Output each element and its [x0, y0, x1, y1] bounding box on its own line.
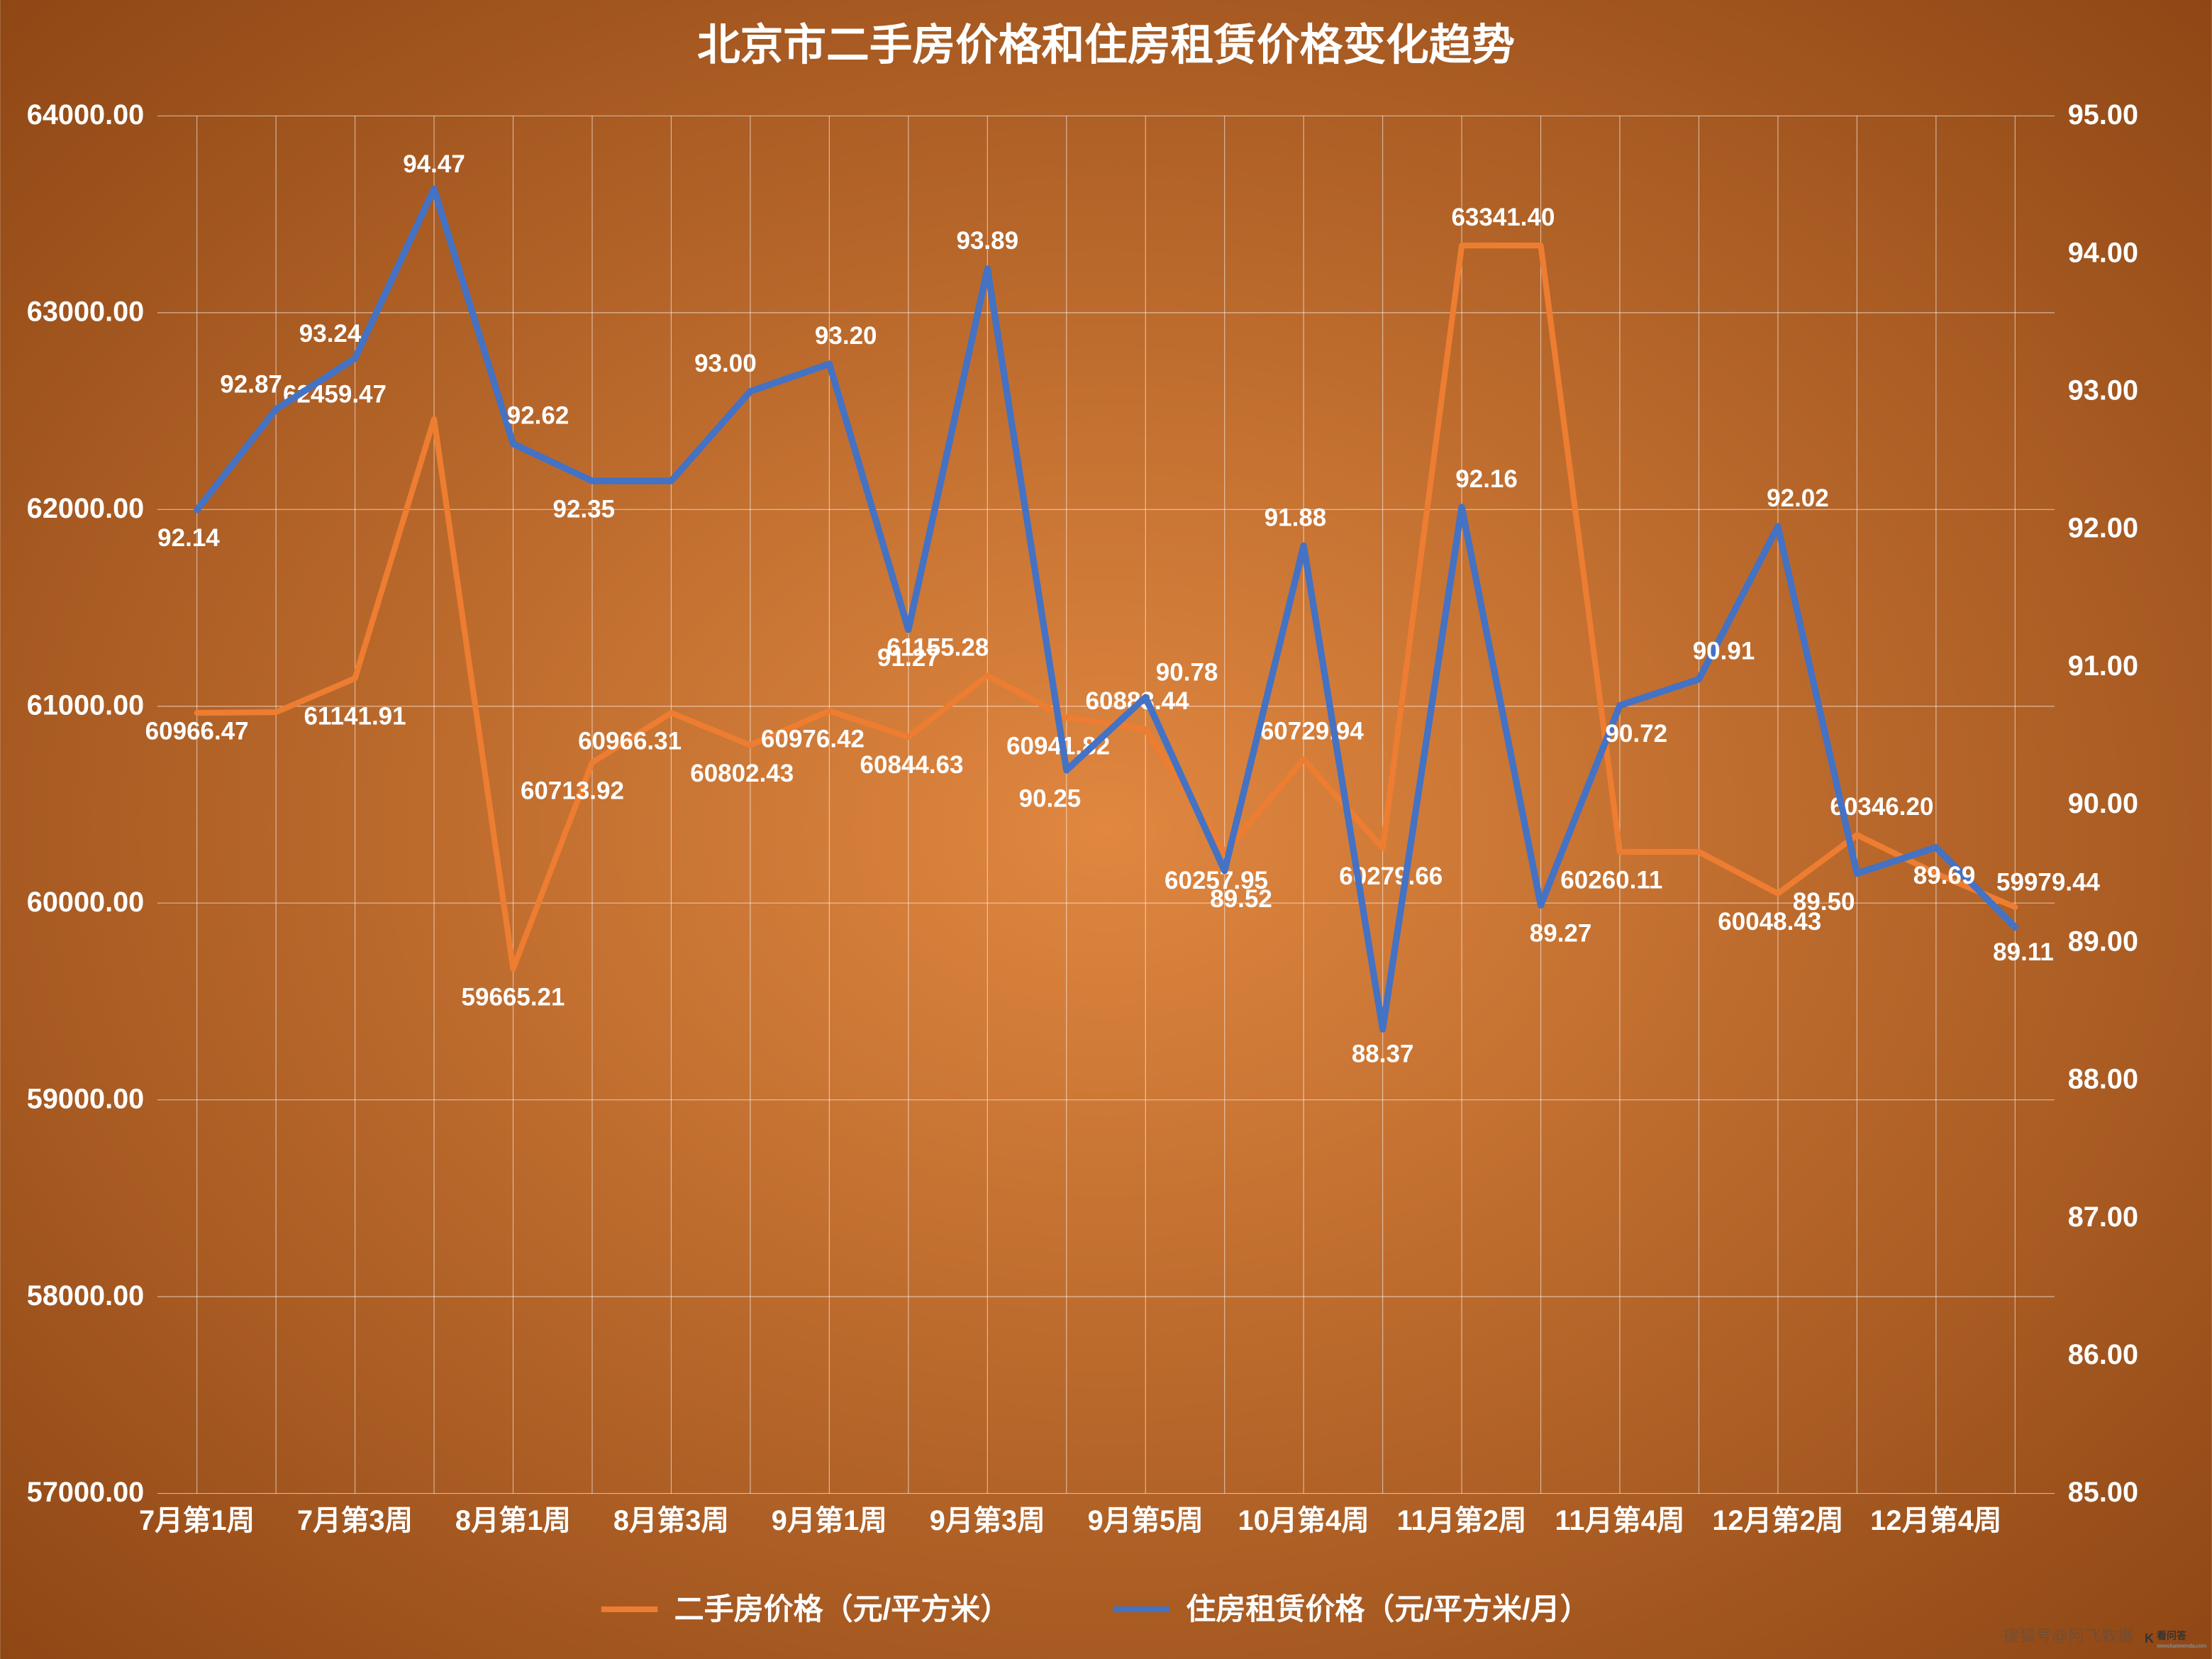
- category-axis-label: 10月第4周: [1238, 1505, 1369, 1536]
- data-label-rent_price: 89.11: [1993, 938, 2054, 966]
- right-axis-tick-label: 94.00: [2068, 237, 2138, 268]
- left-axis-tick-label: 62000.00: [27, 493, 144, 524]
- logo-line1: 看问答: [2157, 1630, 2186, 1641]
- right-axis-tick-label: 92.00: [2068, 513, 2138, 544]
- category-axis-label: 12月第2周: [1712, 1505, 1843, 1536]
- left-axis-tick-label: 59000.00: [27, 1083, 144, 1114]
- right-axis-tick-label: 87.00: [2068, 1202, 2138, 1233]
- data-label-rent_price: 93.89: [957, 227, 1019, 255]
- source-watermark: 搜狐号@阿飞数据: [2003, 1624, 2134, 1646]
- data-label-rent_price: 92.35: [553, 495, 616, 523]
- category-axis-label: 8月第3周: [613, 1505, 729, 1536]
- data-label-sale_price: 60966.47: [145, 717, 249, 745]
- category-axis-label: 12月第4周: [1870, 1505, 2001, 1536]
- category-axis-label: 11月第4周: [1555, 1505, 1685, 1536]
- data-label-sale_price: 59665.21: [462, 983, 565, 1011]
- chart-svg: 北京市二手房价格和住房租赁价格变化趋势 57000.00 58000.00 59000…: [0, 0, 2212, 1659]
- dual-axis-line-chart: 北京市二手房价格和住房租赁价格变化趋势 57000.00 58000.00 59000…: [0, 0, 2212, 1659]
- data-label-sale_price: 60713.92: [521, 777, 624, 804]
- right-axis-tick-label: 89.00: [2068, 926, 2138, 957]
- data-label-rent_price: 92.16: [1455, 465, 1518, 493]
- data-label-sale_price: 60844.63: [860, 751, 964, 779]
- left-axis-tick-label: 61000.00: [27, 689, 144, 721]
- category-axis-label: 9月第3周: [930, 1505, 1045, 1536]
- logo-line2: www.kanwenda.com: [2157, 1643, 2206, 1649]
- data-label-rent_price: 89.69: [1913, 862, 1976, 889]
- data-label-rent_price: 92.62: [507, 402, 569, 430]
- data-label-rent_price: 94.47: [403, 150, 465, 178]
- right-axis-tick-label: 85.00: [2068, 1477, 2138, 1508]
- category-axis-label: 7月第1周: [139, 1505, 255, 1536]
- data-label-sale_price: 61141.91: [304, 703, 406, 731]
- data-label-rent_price: 90.78: [1156, 659, 1218, 687]
- data-label-rent_price: 92.02: [1767, 484, 1829, 512]
- data-label-rent_price: 90.25: [1019, 784, 1082, 812]
- data-label-sale_price: 60802.43: [690, 760, 794, 787]
- left-axis-tick-label: 64000.00: [27, 99, 144, 131]
- data-label-sale_price: 60260.11: [1560, 866, 1662, 894]
- corner-logo: K 看问答 www.kanwenda.com: [2145, 1629, 2206, 1649]
- right-axis-tick-label: 95.00: [2068, 99, 2138, 131]
- data-label-rent_price: 92.14: [157, 524, 220, 552]
- chart-background: [0, 0, 2212, 1659]
- data-label-rent_price: 91.27: [877, 644, 940, 672]
- logo-letter: K: [2145, 1631, 2154, 1646]
- left-axis-tick-label: 58000.00: [27, 1280, 144, 1311]
- left-axis-tick-label: 60000.00: [27, 887, 144, 918]
- right-axis-tick-label: 90.00: [2068, 788, 2138, 819]
- left-axis-tick-label: 57000.00: [27, 1477, 144, 1508]
- data-label-rent_price: 93.20: [815, 322, 877, 350]
- left-axis-tick-label: 63000.00: [27, 296, 144, 328]
- category-axis-label: 9月第1周: [772, 1505, 887, 1536]
- right-axis-tick-label: 93.00: [2068, 375, 2138, 406]
- category-axis-label: 7月第3周: [297, 1505, 413, 1536]
- data-label-rent_price: 89.27: [1530, 920, 1592, 948]
- category-axis-label: 11月第2周: [1397, 1505, 1527, 1536]
- data-label-sale_price: 60976.42: [761, 726, 865, 753]
- right-axis-tick-label: 86.00: [2068, 1339, 2138, 1370]
- data-label-rent_price: 90.91: [1693, 638, 1755, 665]
- chart-title: 北京市二手房价格和住房租赁价格变化趋势: [697, 21, 1515, 69]
- data-label-rent_price: 93.00: [694, 350, 757, 377]
- data-label-sale_price: 60966.31: [578, 727, 682, 755]
- category-axis-label: 9月第5周: [1088, 1505, 1204, 1536]
- legend-label: 二手房价格（元/平方米）: [674, 1592, 1011, 1626]
- data-label-rent_price: 93.24: [299, 320, 362, 348]
- category-axis-label: 8月第1周: [455, 1505, 571, 1536]
- data-label-rent_price: 89.50: [1793, 888, 1855, 916]
- data-label-sale_price: 59979.44: [1996, 869, 2101, 897]
- data-label-rent_price: 88.37: [1352, 1041, 1414, 1068]
- right-axis-tick-label: 91.00: [2068, 650, 2138, 682]
- data-label-rent_price: 91.88: [1265, 504, 1327, 531]
- data-label-sale_price: 63341.40: [1451, 204, 1555, 231]
- right-axis-tick-label: 88.00: [2068, 1064, 2138, 1095]
- data-label-rent_price: 89.52: [1210, 885, 1272, 913]
- data-label-rent_price: 92.87: [220, 371, 282, 399]
- data-label-rent_price: 90.72: [1606, 720, 1668, 748]
- legend-label: 住房租赁价格（元/平方米/月）: [1186, 1592, 1589, 1626]
- data-label-sale_price: 60729.94: [1260, 718, 1365, 745]
